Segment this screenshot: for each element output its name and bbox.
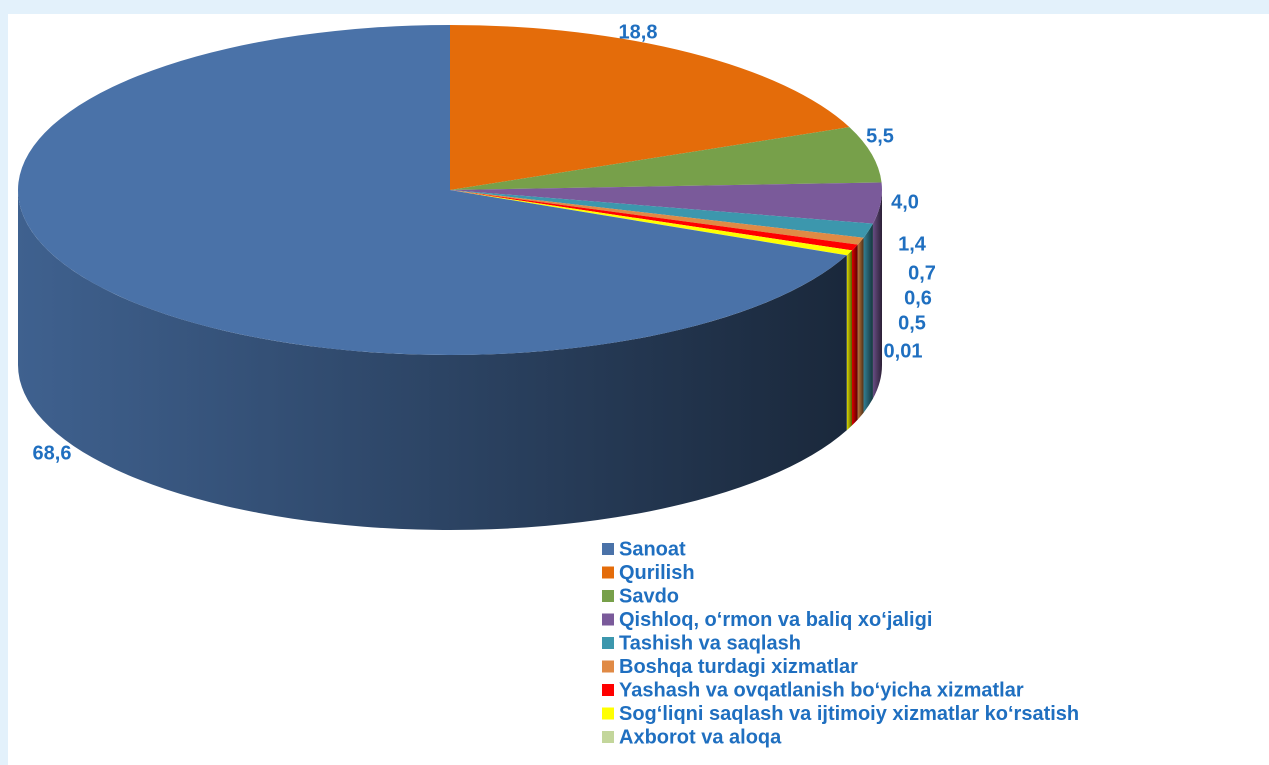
slice-side — [17, 190, 847, 531]
slice-side — [846, 250, 853, 431]
slice — [450, 190, 847, 256]
legend-label: Sanoat — [619, 538, 686, 560]
data-label: 0,7 — [908, 262, 936, 284]
slice — [450, 127, 882, 190]
legend-swatch — [602, 660, 614, 673]
legend-swatch — [602, 543, 614, 555]
legend-swatch — [602, 566, 614, 579]
slice-side — [857, 237, 864, 420]
legend-swatch — [602, 684, 614, 696]
slice — [18, 25, 847, 355]
slice — [450, 25, 850, 190]
data-label: 5,5 — [866, 125, 894, 147]
data-label: 0,6 — [904, 287, 932, 309]
legend-swatch — [602, 590, 614, 602]
data-label: 4,0 — [891, 191, 919, 213]
slice-side — [872, 190, 882, 399]
legend-label: Yashash va ovqatlanish bo‘yicha xizmatla… — [619, 679, 1024, 701]
data-label: 0,01 — [884, 340, 923, 362]
legend-swatch — [602, 613, 614, 626]
data-label: 1,4 — [898, 233, 927, 255]
legend-label: Axborot va aloqa — [619, 726, 782, 748]
legend-label: Boshqa turdagi xizmatlar — [619, 656, 858, 678]
legend-swatch — [602, 707, 614, 720]
slice-side — [863, 223, 873, 413]
legend-swatch — [602, 731, 614, 743]
data-label: 0,5 — [898, 312, 926, 334]
slice — [450, 190, 853, 256]
legend-label: Savdo — [619, 585, 679, 607]
slice — [450, 190, 864, 245]
legend-label: Tashish va saqlash — [619, 632, 801, 654]
slice-side — [852, 244, 858, 426]
slice — [450, 190, 873, 238]
slice — [450, 182, 882, 224]
slice — [450, 190, 858, 251]
legend-label: Qurilish — [619, 562, 695, 584]
legend-label: Qishloq, o‘rmon va baliq xo‘jaligi — [619, 609, 932, 631]
legend-swatch — [602, 637, 614, 649]
data-label: 68,6 — [33, 442, 72, 464]
legend-label: Sog‘liqni saqlash va ijtimoiy xizmatlar … — [619, 703, 1079, 725]
data-label: 18,8 — [619, 21, 658, 43]
